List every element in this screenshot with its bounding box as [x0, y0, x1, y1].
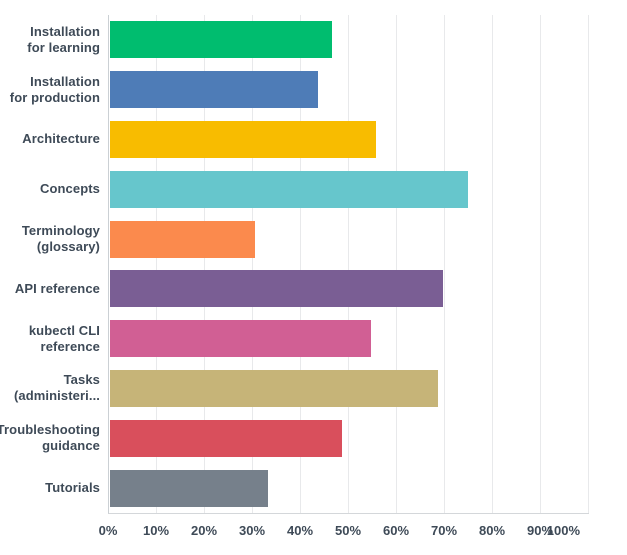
bar-tasks-administeri [110, 370, 438, 407]
bar-terminology-glossary [110, 220, 255, 258]
gridline-20% [204, 15, 205, 513]
plot-area [108, 15, 589, 514]
x-tick-label-30%: 30% [238, 523, 266, 538]
x-tick-label-80%: 80% [478, 523, 506, 538]
x-tick-label-0%: 0% [98, 523, 118, 538]
gridline-30% [252, 15, 253, 513]
category-label-line: for production [9, 89, 100, 105]
gridline-100% [588, 15, 589, 513]
category-label: Tutorials [0, 463, 100, 513]
category-label-line: Installation [30, 73, 100, 89]
bar-api-reference [110, 270, 444, 308]
category-label-line: (glossary) [36, 239, 100, 255]
category-label-line: (administeri... [13, 388, 100, 404]
x-tick-label-100%: 100% [546, 523, 580, 538]
bar-installation-for-learning [110, 21, 333, 59]
x-tick-label-50%: 50% [334, 523, 362, 538]
category-label-line: Tutorials [45, 480, 100, 496]
category-label: Terminology (glossary) [0, 214, 100, 264]
x-tick-label-90%: 90% [526, 523, 554, 538]
category-label: Concepts [0, 164, 100, 214]
category-label-line: for learning [27, 39, 100, 55]
category-label: Installation for learning [0, 15, 100, 65]
category-label-line: reference [40, 338, 100, 354]
bar-architecture [110, 121, 376, 158]
category-label-line: Tasks [63, 372, 100, 388]
gridline-10% [156, 15, 157, 513]
category-label-line: Terminology [21, 223, 100, 239]
bar-kubectl-cli-reference [110, 320, 372, 358]
bar-installation-for-production [110, 71, 319, 109]
gridline-80% [492, 15, 493, 513]
category-label: Tasks (administeri... [0, 364, 100, 414]
bar-tutorials [110, 469, 269, 507]
category-label-line: Concepts [39, 181, 100, 197]
gridline-90% [540, 15, 541, 513]
category-label: kubectl CLI reference [0, 314, 100, 364]
bar-troubleshooting-guidance [110, 419, 342, 457]
gridline-40% [300, 15, 301, 513]
x-tick-label-20%: 20% [190, 523, 218, 538]
x-tick-label-10%: 10% [142, 523, 170, 538]
category-label: Troubleshooting guidance [0, 413, 100, 463]
category-label: Installation for production [0, 65, 100, 115]
x-tick-label-60%: 60% [382, 523, 410, 538]
category-label: API reference [0, 264, 100, 314]
gridline-60% [396, 15, 397, 513]
x-tick-label-70%: 70% [430, 523, 458, 538]
category-label-line: Troubleshooting [0, 422, 100, 438]
category-label-line: Architecture [22, 131, 100, 147]
category-label-line: API reference [14, 280, 100, 296]
category-label: Architecture [0, 115, 100, 165]
bar-concepts [110, 170, 468, 208]
category-label-line: guidance [42, 438, 100, 454]
gridline-50% [348, 15, 349, 513]
gridline-70% [444, 15, 445, 513]
category-label-line: kubectl CLI [28, 322, 100, 338]
category-label-line: Installation [30, 23, 100, 39]
x-tick-label-40%: 40% [286, 523, 314, 538]
